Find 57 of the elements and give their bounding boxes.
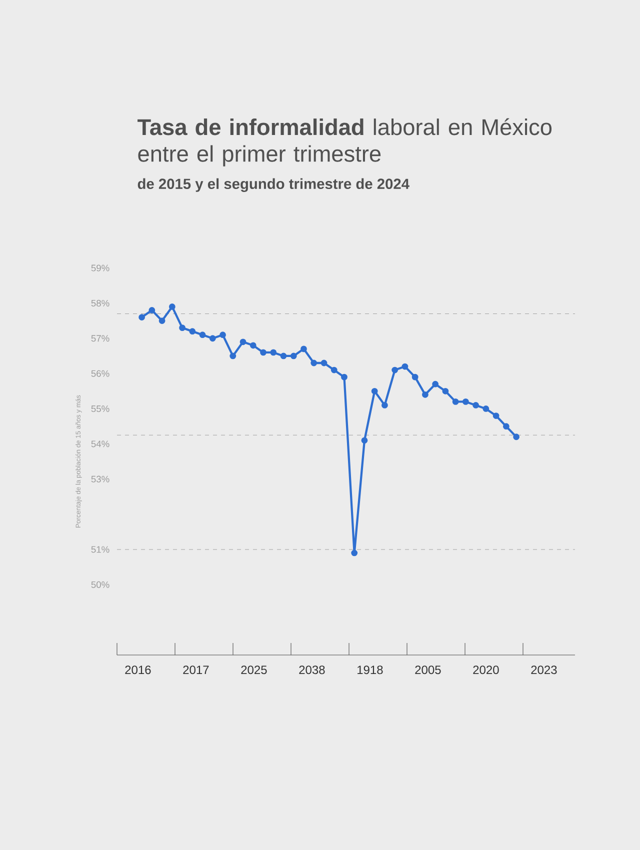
point: [482, 406, 490, 412]
point: [382, 402, 388, 408]
y-tick-label: 51%: [91, 546, 110, 553]
point: [371, 388, 378, 394]
point: [280, 352, 287, 360]
point: [138, 314, 146, 320]
point: [270, 349, 277, 356]
text: 2023: [531, 666, 557, 674]
point: [412, 374, 418, 380]
point: [300, 346, 307, 352]
point: [240, 338, 246, 346]
y-tick-label: 59%: [91, 264, 110, 272]
point: [452, 398, 459, 405]
point: [220, 332, 226, 338]
point: [462, 398, 469, 405]
point: [168, 304, 176, 310]
point: [502, 423, 510, 430]
point: [392, 366, 398, 374]
y-tick-label: 54%: [91, 440, 110, 448]
point: [189, 328, 196, 335]
point: [513, 434, 520, 440]
point: [330, 366, 338, 374]
point: [361, 437, 368, 444]
point: [472, 402, 480, 408]
text: 2017: [183, 666, 209, 674]
point: [290, 352, 297, 360]
text: 2038: [299, 666, 325, 674]
point: [230, 352, 236, 360]
point: [148, 307, 156, 314]
point: [209, 335, 216, 342]
text: 2025: [241, 666, 267, 674]
point: [422, 391, 428, 398]
point: [260, 349, 266, 356]
text: 2005: [415, 666, 441, 674]
y-tick-label: 53%: [91, 476, 110, 482]
y-tick-label: 58%: [91, 300, 110, 306]
point: [320, 360, 328, 366]
point: [442, 388, 449, 394]
text: 2016: [125, 666, 151, 674]
point: [179, 324, 186, 332]
chart-title: Tasa de informalidad laboral en México entre el primer trimestre: [138, 118, 552, 166]
y-tick-label: 50%: [91, 581, 110, 588]
point: [402, 363, 408, 370]
point: [432, 380, 439, 388]
text: 2020: [473, 666, 499, 674]
text: 1918: [358, 666, 383, 674]
point: [199, 332, 206, 338]
y-tick-label: 56%: [91, 370, 110, 377]
point: [158, 318, 166, 324]
point: [341, 374, 348, 380]
y-tick-label: 55%: [91, 405, 110, 412]
chart-subtitle: de 2015 y el segundo trimestre de 2024: [138, 178, 410, 192]
point: [351, 550, 358, 556]
point: [310, 360, 318, 366]
y-tick-label: 57%: [91, 335, 110, 342]
point: [250, 342, 256, 349]
point: [492, 412, 500, 419]
